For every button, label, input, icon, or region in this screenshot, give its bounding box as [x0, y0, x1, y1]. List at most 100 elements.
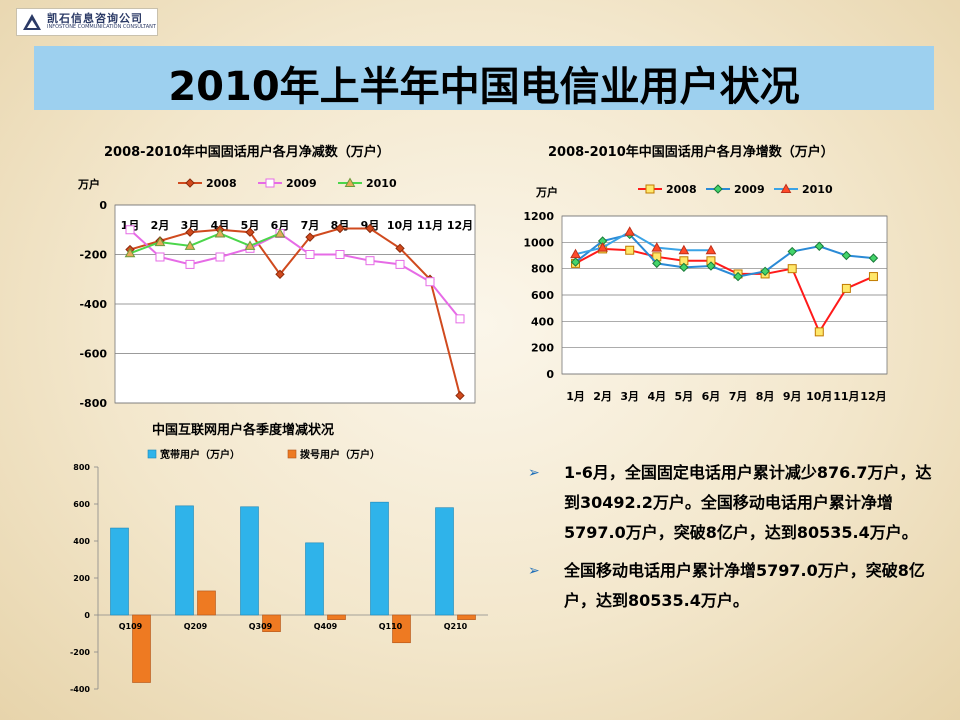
- data-point-2009: [185, 259, 195, 269]
- legend-label-2009: 2009: [286, 177, 317, 190]
- bar-dialup: [132, 614, 151, 683]
- data-point-2008: [185, 227, 195, 237]
- y-axis-unit-label: 万户: [535, 185, 558, 199]
- legend-marker-2009: [265, 178, 275, 188]
- x-tick-label: 1月: [566, 390, 585, 403]
- y-axis-unit-label: 万户: [77, 177, 100, 191]
- summary-bullet-1: ➢ 1-6月，全国固定电话用户累计减少876.7万户，达到30492.2万户。全…: [524, 458, 934, 548]
- y-tick-label: 600: [531, 289, 554, 302]
- x-tick-label: 4月: [647, 390, 666, 403]
- data-point-2010: [214, 227, 226, 238]
- x-tick-label: 8月: [756, 390, 775, 403]
- x-tick-label: 12月: [860, 390, 886, 403]
- y-tick-label: -200: [70, 648, 90, 657]
- x-tick-label: 6月: [702, 390, 721, 403]
- data-point-2010: [244, 240, 256, 250]
- data-point-2008: [305, 232, 315, 242]
- data-point-2010: [624, 226, 636, 236]
- legend-label-2008: 2008: [206, 177, 237, 190]
- data-point-2009: [455, 314, 465, 324]
- summary-bullet-2: ➢ 全国移动电话用户累计净增5797.0万户，突破8亿户，达到80535.4万户…: [524, 556, 934, 616]
- data-point-2008: [245, 227, 255, 237]
- x-tick-label: 10月: [387, 219, 413, 232]
- y-tick-label: 0: [84, 611, 90, 620]
- data-point-2009: [706, 261, 716, 271]
- x-tick-label: 5月: [241, 219, 260, 232]
- series-line-2008: [129, 227, 461, 396]
- bar-broadband: [175, 505, 194, 616]
- summary-bullets: ➢ 1-6月，全国固定电话用户累计减少876.7万户，达到30492.2万户。全…: [524, 458, 934, 624]
- data-point-2009: [570, 257, 581, 267]
- data-point-2008: [814, 327, 824, 337]
- data-point-2008: [365, 223, 375, 234]
- x-tick-label: 2月: [151, 219, 170, 232]
- x-tick-label: 3月: [620, 390, 639, 403]
- data-point-2009: [841, 250, 852, 261]
- data-point-2010: [651, 242, 663, 252]
- legend-swatch-0: [147, 449, 157, 459]
- bar-broadband: [435, 507, 454, 616]
- x-tick-label: Q409: [314, 622, 338, 631]
- data-point-2009: [787, 246, 797, 257]
- data-point-2010: [570, 248, 581, 259]
- data-point-2009: [125, 225, 135, 235]
- x-tick-label: 11月: [833, 390, 859, 403]
- y-tick-label: -400: [79, 298, 107, 311]
- y-tick-label: 400: [73, 537, 90, 546]
- data-point-2010: [678, 244, 690, 255]
- data-point-2008: [841, 283, 851, 293]
- data-point-2009: [365, 256, 375, 266]
- data-point-2009: [679, 262, 689, 273]
- data-point-2010: [705, 244, 717, 255]
- mobile-net-increase-chart: 1200 1000 800 600 400 200 0 1月 2月 3月 4月 5月 6月 7月 8月 9月 1…: [523, 183, 888, 403]
- legend-label-2010: 2010: [802, 183, 833, 196]
- y-tick-label: 0: [99, 199, 107, 212]
- bar-dialup: [392, 614, 411, 644]
- data-point-2009: [425, 277, 435, 287]
- x-tick-label: Q209: [184, 622, 208, 631]
- legend-marker-2008: [185, 178, 195, 188]
- x-tick-label: Q309: [249, 622, 273, 631]
- y-tick-label: -200: [79, 249, 107, 262]
- bar-dialup: [327, 614, 346, 620]
- y-tick-label: 800: [73, 463, 90, 472]
- legend-label-2009: 2009: [734, 183, 765, 196]
- x-tick-label: 3月: [181, 219, 200, 232]
- data-point-2009: [733, 271, 743, 282]
- summary-bullet-2-text: 全国移动电话用户累计净增5797.0万户，突破8亿户，达到80535.4万户。: [564, 561, 925, 610]
- y-tick-label: 1000: [523, 236, 554, 249]
- bar-dialup: [197, 590, 216, 616]
- series-line-2010: [129, 232, 281, 255]
- x-tick-label: 2月: [593, 390, 612, 403]
- legend-label-2008: 2008: [666, 183, 697, 196]
- y-tick-label: 800: [531, 263, 554, 276]
- legend-label-2010: 2010: [366, 177, 397, 190]
- x-tick-label: 9月: [783, 390, 802, 403]
- bar-broadband: [240, 506, 259, 616]
- data-point-2009: [305, 250, 315, 259]
- company-logo: 凯石信息咨询公司 INFOSTONE COMMUNICATION CONSULT…: [16, 8, 158, 36]
- bar-broadband: [305, 542, 324, 616]
- data-point-2009: [814, 241, 824, 251]
- x-tick-label: 7月: [729, 390, 748, 403]
- y-tick-label: 400: [531, 315, 554, 328]
- y-tick-label: 600: [73, 500, 90, 509]
- data-point-2008: [868, 272, 878, 282]
- bar-dialup: [262, 614, 281, 632]
- data-point-2010: [124, 247, 136, 258]
- x-tick-label: Q109: [119, 622, 143, 631]
- internet-users-chart-title: 中国互联网用户各季度增减状况: [152, 423, 335, 438]
- title-bar: 2010年上半年中国电信业用户状况: [34, 46, 934, 110]
- data-point-2010: [274, 227, 286, 238]
- x-tick-label: Q210: [444, 622, 468, 631]
- legend-marker-2008: [645, 184, 655, 194]
- data-point-2008: [275, 269, 285, 280]
- bullet-arrow-icon: ➢: [528, 563, 540, 579]
- fixed-line-net-decrease-chart: 0-200-400-600-8001月2月3月4月5月6月7月8月9月10月11…: [77, 177, 476, 410]
- data-point-2009: [652, 258, 662, 269]
- x-tick-label: 12月: [447, 219, 473, 232]
- x-tick-label: Q110: [379, 622, 403, 631]
- data-point-2009: [868, 253, 879, 263]
- x-tick-label: 5月: [675, 390, 694, 403]
- legend-swatch-1: [287, 449, 297, 459]
